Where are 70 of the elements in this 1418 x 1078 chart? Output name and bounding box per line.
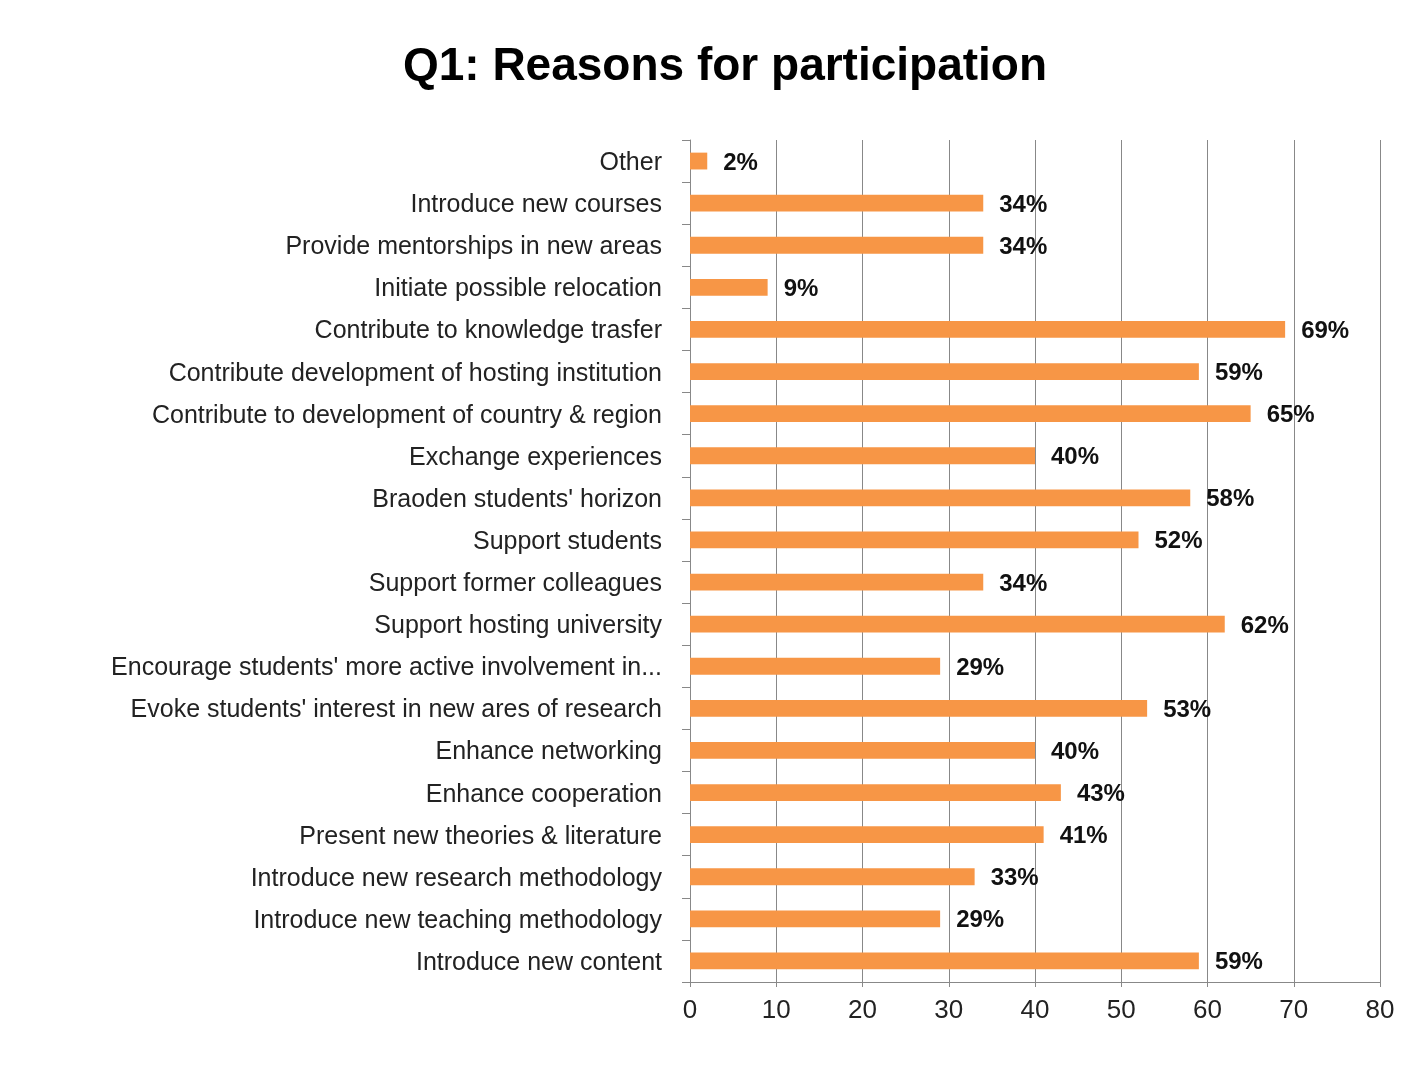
bar [690,868,975,886]
bar [690,826,1044,844]
data-label: 40% [1051,442,1100,470]
bar [690,405,1251,423]
bar [690,699,1148,717]
y-tick-label: Introduce new teaching methodology [253,904,663,933]
bar [690,573,984,591]
bar [690,447,1035,465]
y-tick-label: Introduce new content [416,946,663,975]
y-tick-label: Contribute to development of country & region [151,399,662,428]
y-tick-label: Contribute to knowledge trasfer [314,315,662,344]
bar [690,531,1139,549]
bar [690,910,941,928]
data-label: 59% [1214,947,1263,975]
data-label: 59% [1214,358,1263,386]
data-label: 43% [1076,779,1125,807]
bar [690,152,708,170]
data-label: 52% [1154,526,1203,554]
y-tick-label: Other [599,147,662,176]
bar [690,952,1199,970]
bar [690,489,1191,507]
data-label: 65% [1266,400,1315,428]
data-label: 34% [999,189,1048,217]
x-tick-label: 30 [934,994,964,1024]
x-tick-label: 70 [1279,994,1309,1024]
y-tick-label: Enhance networking [435,736,662,765]
y-tick-label: Contribute development of hosting institution [168,357,662,386]
y-tick-label: Support hosting university [374,610,663,639]
bar [690,742,1035,759]
bar [690,784,1061,801]
y-tick-label: Initiate possible relocation [374,273,662,302]
x-tick-label: 50 [1106,994,1136,1024]
data-label: 58% [1206,484,1255,512]
data-label: 40% [1051,736,1100,764]
data-label: 9% [783,273,819,301]
bar [690,278,768,296]
x-tick-label: 40 [1020,994,1050,1024]
chart-title: Q1: Reasons for participation [402,38,1048,90]
data-label: 2% [723,147,758,175]
data-label: 53% [1163,694,1212,722]
y-tick-label: Exchange experiences [409,441,662,470]
data-label: 29% [956,905,1005,933]
bar [690,615,1225,633]
y-tick-label: Introduce new research methodology [250,862,663,891]
x-tick-label: 10 [761,994,791,1024]
y-tick-label: Introduce new courses [410,189,662,218]
y-tick-label: Present new theories & literature [299,820,662,849]
x-tick-label: 60 [1193,994,1222,1024]
y-tick-label: Support former colleagues [368,568,662,597]
data-label: 62% [1240,610,1289,638]
bar [690,236,984,254]
bar [690,363,1199,380]
x-tick-label: 20 [848,994,877,1024]
data-label: 29% [956,652,1005,680]
y-tick-label: Provide mentorships in new areas [285,231,662,260]
data-label: 34% [999,568,1048,596]
data-label: 41% [1059,821,1108,849]
y-tick-label: Evoke students' interest in new ares of research [130,694,662,723]
y-tick-label: Support students [472,525,662,554]
data-label: 33% [990,863,1039,891]
bar [690,657,941,675]
data-label: 34% [999,231,1048,259]
bar [690,194,984,212]
data-label: 69% [1301,315,1350,343]
bar [690,321,1286,338]
x-tick-label: 80 [1365,994,1395,1024]
y-tick-label: Braoden students' horizon [372,483,662,512]
x-tick-label: 0 [682,994,698,1024]
y-tick-label: Enhance cooperation [425,778,662,807]
y-tick-label: Encourage students' more active involvement in... [111,652,662,681]
